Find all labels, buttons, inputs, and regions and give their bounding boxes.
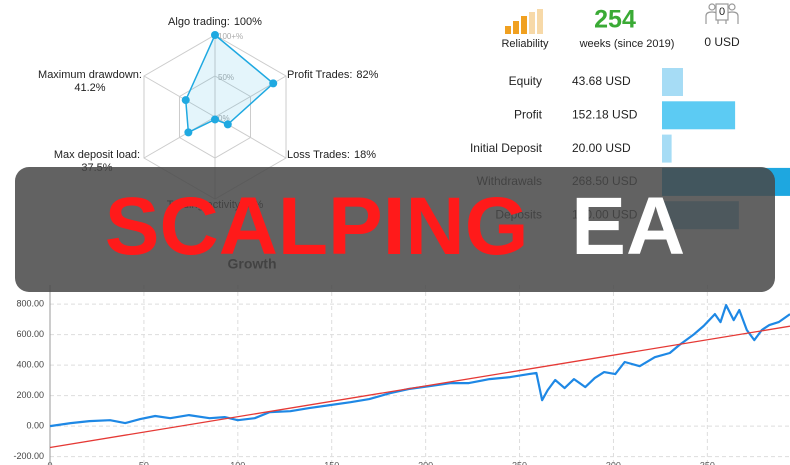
x-tick-label: 250: [512, 460, 527, 465]
subscribers-icon: [705, 3, 739, 24]
y-tick-label: 800.00: [16, 298, 44, 308]
radar-value-label: 82%: [356, 69, 378, 81]
subscribers-funds: 0 USD: [704, 35, 740, 49]
y-tick-label: 0.00: [26, 420, 44, 430]
x-tick-label: 50: [139, 460, 149, 465]
radar-label-group: Algo trading: 100%: [168, 16, 262, 28]
stat-value: 43.68 USD: [572, 74, 631, 88]
x-tick-label: 150: [324, 460, 339, 465]
series-line: [49, 325, 790, 449]
stat-label: Initial Deposit: [470, 141, 543, 155]
x-tick-label: 350: [700, 460, 715, 465]
radar-value-label: 100%: [234, 16, 262, 28]
subscribers-count: 0: [719, 6, 725, 18]
y-tick-label: 600.00: [16, 329, 44, 339]
radar-label: Profit Trades:: [287, 69, 352, 81]
radar-label-group: Loss Trades: 18%: [287, 149, 376, 161]
radar-value-label: 18%: [354, 149, 376, 161]
reliability-label: Reliability: [501, 38, 549, 50]
series-line: [49, 304, 790, 428]
y-tick-label: 400.00: [16, 359, 44, 369]
y-tick-label: 200.00: [16, 390, 44, 400]
r-tick-label: 0%: [218, 114, 230, 123]
radar-point: [269, 79, 278, 88]
spoke: [143, 116, 216, 159]
radar-point: [211, 31, 219, 39]
x-tick-label: 300: [606, 460, 621, 465]
weeks-value: 254: [594, 6, 636, 34]
banner-word: EA: [571, 181, 685, 272]
radar-area: [184, 33, 275, 134]
y-tick-label: -200.00: [13, 451, 44, 461]
radar-label: Maximum drawdown:: [38, 69, 142, 81]
stat-value: 20.00 USD: [572, 141, 631, 155]
banner: SCALPING EA: [15, 167, 775, 292]
reliability-icon: [505, 9, 543, 34]
banner-word: SCALPING: [105, 181, 529, 272]
radar-point: [211, 115, 219, 124]
radar-label-group: Profit Trades: 82%: [287, 69, 379, 81]
radar-point: [184, 128, 193, 137]
banner-background: [15, 167, 775, 292]
r-tick-label: 50%: [218, 73, 234, 82]
stat-label: Profit: [514, 107, 543, 121]
x-tick-label: 100: [230, 460, 245, 465]
spoke: [143, 75, 216, 118]
r-tick-label: 100+%: [218, 32, 243, 41]
radar-point: [181, 96, 190, 105]
stat-label: Equity: [509, 74, 542, 88]
radar-label: Max deposit load:: [54, 149, 140, 161]
banner-text: SCALPING EA: [105, 181, 685, 272]
x-tick-label: 200: [418, 460, 433, 465]
radar-label: Loss Trades:: [287, 149, 350, 161]
stat-bar: [662, 101, 736, 130]
radar-point: [223, 120, 232, 129]
weeks-label: weeks (since 2019): [579, 38, 675, 50]
stat-value: 152.18 USD: [572, 107, 638, 121]
stat-bar: [662, 134, 672, 163]
stat-bar: [662, 68, 683, 96]
radar-value-label: 41.2%: [74, 82, 105, 94]
radar-label: Algo trading:: [168, 16, 230, 28]
